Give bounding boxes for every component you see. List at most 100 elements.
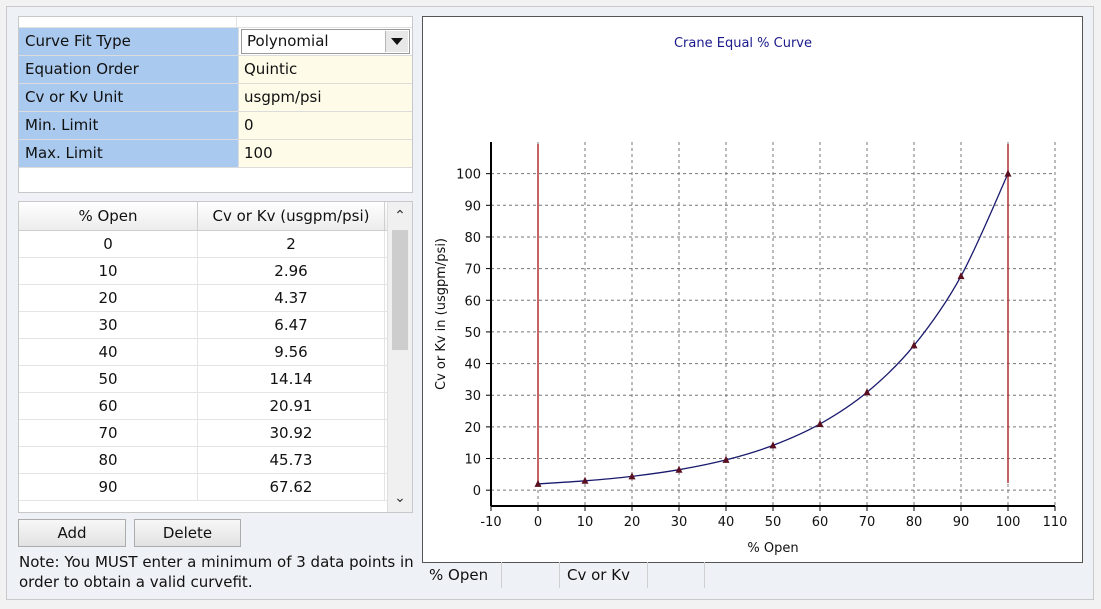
y-tick-label: 30: [464, 389, 481, 404]
properties-grid: Curve Fit Type Polynomial Equation Order…: [18, 16, 413, 193]
data-point: [769, 441, 777, 449]
curve-fit-type-value: Polynomial: [247, 32, 329, 50]
property-row-min-limit[interactable]: Min. Limit 0: [19, 112, 412, 140]
cell-open[interactable]: 70: [19, 420, 198, 446]
table-row[interactable]: 70 30.92: [19, 420, 412, 447]
cell-open[interactable]: 90: [19, 474, 198, 500]
y-tick-label: 70: [464, 263, 481, 278]
scroll-up-icon[interactable]: ⌃: [394, 208, 406, 224]
x-tick-label: 110: [1043, 515, 1068, 530]
x-axis-label: % Open: [747, 541, 798, 556]
cell-cv[interactable]: 2.96: [198, 258, 385, 284]
table-header: % Open Cv or Kv (usgpm/psi): [19, 202, 412, 231]
x-tick-label: 30: [671, 515, 688, 530]
y-tick-label: 0: [473, 484, 481, 499]
cell-open[interactable]: 30: [19, 312, 198, 338]
add-button[interactable]: Add: [18, 519, 126, 547]
delete-button[interactable]: Delete: [134, 519, 241, 547]
data-point: [534, 479, 542, 487]
data-point: [675, 465, 683, 473]
cell-cv[interactable]: 20.91: [198, 393, 385, 419]
table-row[interactable]: 20 4.37: [19, 285, 412, 312]
property-name: Equation Order: [19, 56, 239, 83]
column-header-open[interactable]: % Open: [19, 202, 198, 230]
data-point: [957, 272, 965, 280]
curve-fit-type-select[interactable]: Polynomial: [241, 29, 410, 54]
table-row[interactable]: 90 67.62: [19, 474, 412, 501]
x-tick-label: 70: [859, 515, 876, 530]
x-tick-label: 0: [534, 515, 542, 530]
properties-header: [19, 17, 412, 28]
data-point: [581, 476, 589, 484]
cell-open[interactable]: 60: [19, 393, 198, 419]
property-row-equation-order[interactable]: Equation Order Quintic: [19, 56, 412, 84]
cell-open[interactable]: 0: [19, 231, 198, 257]
property-name: Min. Limit: [19, 112, 239, 139]
data-point: [628, 472, 636, 480]
cell-cv[interactable]: 6.47: [198, 312, 385, 338]
y-axis-label: Cv or Kv in (usgpm/psi): [434, 238, 449, 390]
property-row-max-limit[interactable]: Max. Limit 100: [19, 140, 412, 168]
scroll-down-icon[interactable]: ⌄: [394, 490, 406, 506]
cell-cv[interactable]: 30.92: [198, 420, 385, 446]
property-row-unit[interactable]: Cv or Kv Unit usgpm/psi: [19, 84, 412, 112]
cell-open[interactable]: 10: [19, 258, 198, 284]
table-row[interactable]: 80 45.73: [19, 447, 412, 474]
property-name: Curve Fit Type: [19, 28, 239, 55]
x-tick-label: 40: [718, 515, 735, 530]
table-scrollbar[interactable]: ⌃ ⌄: [387, 202, 412, 512]
y-tick-label: 80: [464, 231, 481, 246]
cell-open[interactable]: 50: [19, 366, 198, 392]
data-point: [722, 455, 730, 463]
table-row[interactable]: 60 20.91: [19, 393, 412, 420]
x-tick-label: 90: [953, 515, 970, 530]
chart-svg: Crane Equal % Curve -10 0 10 20 30 40 50 60 70 80 9…: [434, 36, 1068, 556]
cell-cv[interactable]: 14.14: [198, 366, 385, 392]
x-tick-label: 20: [624, 515, 641, 530]
property-name: Cv or Kv Unit: [19, 84, 239, 111]
data-point: [910, 341, 918, 349]
cell-cv[interactable]: 9.56: [198, 339, 385, 365]
status-x-label: % Open: [422, 562, 502, 588]
chart-title: Crane Equal % Curve: [674, 36, 812, 51]
max-limit-value[interactable]: 100: [239, 140, 412, 167]
table-row[interactable]: 40 9.56: [19, 339, 412, 366]
data-point: [863, 388, 871, 396]
chart-status-bar: % Open Cv or Kv: [422, 562, 1083, 588]
table-row[interactable]: 30 6.47: [19, 312, 412, 339]
y-tick-label: 50: [464, 326, 481, 341]
y-tick-label: 20: [464, 421, 481, 436]
cell-cv[interactable]: 67.62: [198, 474, 385, 500]
dropdown-button[interactable]: [385, 31, 408, 52]
property-row-curve-fit-type[interactable]: Curve Fit Type Polynomial: [19, 28, 412, 56]
min-limit-value[interactable]: 0: [239, 112, 412, 139]
status-y-label: Cv or Kv: [560, 562, 648, 588]
y-tick-label: 100: [456, 168, 481, 183]
cell-cv[interactable]: 45.73: [198, 447, 385, 473]
y-tick-label: 40: [464, 358, 481, 373]
chevron-down-icon: [391, 38, 403, 45]
column-header-cv[interactable]: Cv or Kv (usgpm/psi): [198, 202, 385, 230]
table-row[interactable]: 10 2.96: [19, 258, 412, 285]
y-tick-label: 60: [464, 294, 481, 309]
y-tick-label: 10: [464, 453, 481, 468]
status-x-value: [502, 562, 560, 588]
cell-open[interactable]: 80: [19, 447, 198, 473]
cell-open[interactable]: 20: [19, 285, 198, 311]
table-row[interactable]: 50 14.14: [19, 366, 412, 393]
status-y-value: [648, 562, 705, 588]
cell-cv[interactable]: 4.37: [198, 285, 385, 311]
x-tick-label: 10: [577, 515, 594, 530]
x-tick-label: 60: [812, 515, 829, 530]
unit-value[interactable]: usgpm/psi: [239, 84, 412, 111]
equation-order-value[interactable]: Quintic: [239, 56, 412, 83]
scrollbar-thumb[interactable]: [392, 230, 408, 350]
curve-chart: Crane Equal % Curve -10 0 10 20 30 40 50 60 70 80 9…: [422, 16, 1083, 563]
cell-open[interactable]: 40: [19, 339, 198, 365]
cell-cv[interactable]: 2: [198, 231, 385, 257]
y-tick-label: 90: [464, 199, 481, 214]
x-tick-label: 50: [765, 515, 782, 530]
